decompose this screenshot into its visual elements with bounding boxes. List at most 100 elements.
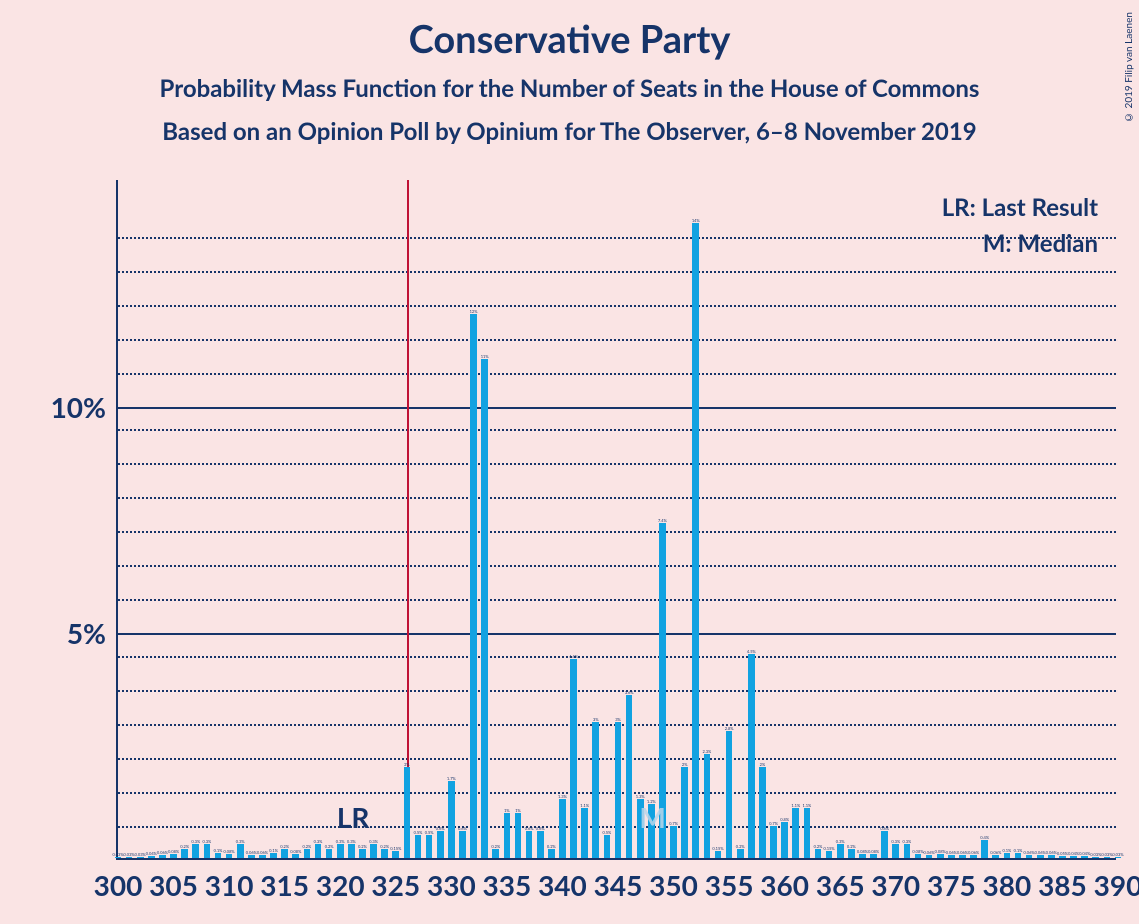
bar: 0.03% (1115, 857, 1122, 858)
y-axis-label: 10% (20, 390, 106, 424)
legend-lr: LR: Last Result (942, 190, 1098, 226)
gridline-minor (118, 690, 1116, 692)
x-axis-label: 345 (594, 868, 643, 902)
bar-value-label: 3% (593, 717, 599, 722)
bar: 0.15% (715, 851, 722, 858)
bar-value-label: 0.04% (1079, 851, 1090, 856)
bar: 0.08% (937, 854, 944, 858)
bar: 0.06% (159, 855, 166, 858)
bar: 0.3% (237, 844, 244, 858)
x-axis-label: 380 (983, 868, 1032, 902)
bar-value-label: 1% (515, 808, 521, 813)
bar-value-label: 0.3% (347, 839, 356, 844)
bar-value-label: 0.2% (380, 844, 389, 849)
bar-value-label: 0.06% (957, 850, 968, 855)
bar-value-label: 2.8% (725, 726, 734, 731)
bar-value-label: 0.06% (1035, 850, 1046, 855)
chart-subtitle-2: Based on an Opinion Poll by Opinium for … (0, 103, 1139, 154)
bar: 0.6% (459, 831, 466, 858)
bar-value-label: 0.2% (280, 844, 289, 849)
bar-value-label: 3% (615, 717, 621, 722)
bar: 0.2% (548, 849, 555, 858)
bar: 0.08% (292, 854, 299, 858)
bar-value-label: 0.6% (458, 826, 467, 831)
bar: 0.1% (270, 853, 277, 858)
bar: 0.03% (115, 857, 122, 858)
bar-value-label: 0.3% (891, 839, 900, 844)
bar: 0.06% (259, 855, 266, 858)
x-axis-label: 390 (1094, 868, 1139, 902)
x-axis-label: 365 (816, 868, 865, 902)
bar: 0.7% (670, 826, 677, 858)
bar: 0.06% (970, 855, 977, 858)
bar-value-label: 1.1% (580, 803, 589, 808)
bar-value-label: 0.08% (290, 849, 301, 854)
gridline-minor (118, 497, 1116, 499)
x-axis-label: 310 (205, 868, 254, 902)
lr-marker: LR (337, 800, 370, 834)
bar: 0.08% (226, 854, 233, 858)
plot-area: LR: Last Result M: Median 0.03%0.03%0.03… (116, 180, 1116, 860)
gridline-minor (118, 271, 1116, 273)
bar: 3% (615, 722, 622, 858)
bar-value-label: 0.2% (180, 844, 189, 849)
bar: 0.06% (948, 855, 955, 858)
chart-subtitle-1: Probability Mass Function for the Number… (0, 62, 1139, 103)
gridline-minor (118, 339, 1116, 341)
bar: 0.3% (192, 844, 199, 858)
chart-area: LR: Last Result M: Median 0.03%0.03%0.03… (0, 180, 1139, 924)
bar-value-label: 12% (470, 309, 478, 314)
bar: 11% (481, 359, 488, 858)
bar: 0.5% (426, 835, 433, 858)
bar-value-label: 0.06% (924, 850, 935, 855)
bar-value-label: 0.03% (1101, 852, 1112, 857)
bar: 0.2% (848, 849, 855, 858)
bar: 0.3% (204, 844, 211, 858)
bar-value-label: 0.5% (414, 830, 423, 835)
bar: 0.05% (1059, 856, 1066, 858)
x-axis-label: 305 (149, 868, 198, 902)
bar-value-label: 0.6% (436, 826, 445, 831)
bar-value-label: 0.1% (1002, 848, 1011, 853)
bar: 0.04% (1081, 856, 1088, 858)
bar-value-label: 0.6% (536, 826, 545, 831)
bar-value-label: 0.8% (780, 817, 789, 822)
bar: 0.15% (392, 851, 399, 858)
x-axis-label: 335 (483, 868, 532, 902)
bar-value-label: 0.3% (202, 839, 211, 844)
bar-value-label: 0.03% (135, 852, 146, 857)
bar: 0.08% (859, 854, 866, 858)
bar-value-label: 0.7% (769, 821, 778, 826)
bar-value-label: 0.1% (1014, 848, 1023, 853)
bar-value-label: 0.3% (191, 839, 200, 844)
bar-value-label: 1.3% (558, 794, 567, 799)
bar: 0.2% (281, 849, 288, 858)
bar-value-label: 3.6% (625, 690, 634, 695)
bar: 0.6% (437, 831, 444, 858)
x-axis-label: 360 (760, 868, 809, 902)
bar-value-label: 1.1% (802, 803, 811, 808)
gridline-minor (118, 305, 1116, 307)
bar-value-label: 0.1% (269, 848, 278, 853)
gridline-minor (118, 656, 1116, 658)
bar-value-label: 0.06% (246, 850, 257, 855)
bar: 0.3% (370, 844, 377, 858)
bar: 0.6% (526, 831, 533, 858)
bar-value-label: 0.08% (168, 849, 179, 854)
bar-value-label: 11% (481, 354, 489, 359)
bar-value-label: 1.1% (791, 803, 800, 808)
bar: 1.1% (792, 808, 799, 858)
bar-value-label: 2% (760, 762, 766, 767)
bar-value-label: 7.4% (658, 518, 667, 523)
bar-value-label: 0.2% (547, 844, 556, 849)
bar-value-label: 2% (404, 762, 410, 767)
bar-value-label: 0.08% (224, 849, 235, 854)
bar-value-label: 0.1% (214, 848, 223, 853)
bar: 0.08% (170, 854, 177, 858)
gridline-major (118, 633, 1116, 635)
bar-value-label: 0.15% (824, 846, 835, 851)
bar-value-label: 0.2% (736, 844, 745, 849)
bar: 12% (470, 314, 477, 858)
copyright-text: © 2019 Filip van Laenen (1123, 12, 1135, 123)
bar: 0.06% (1048, 855, 1055, 858)
